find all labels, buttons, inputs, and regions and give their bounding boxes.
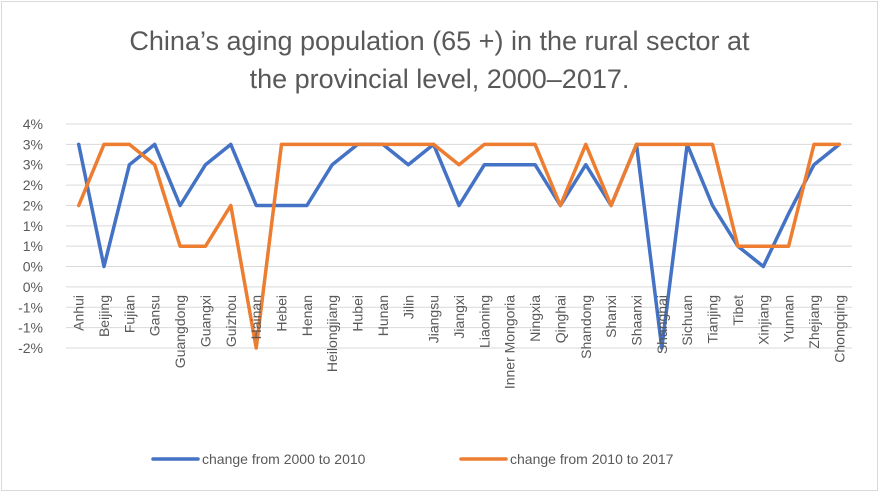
y-tick-label: 2% xyxy=(23,177,43,193)
x-tick-label: Zhejiang xyxy=(806,295,822,349)
legend-label-2: change from 2010 to 2017 xyxy=(510,451,674,467)
y-tick-label: 4% xyxy=(23,116,43,132)
x-tick-label: Fujian xyxy=(121,295,137,333)
y-tick-label: 0% xyxy=(23,259,43,275)
x-tick-label: Hebei xyxy=(274,295,290,332)
x-tick-label: Shaanxi xyxy=(628,295,644,346)
x-tick-label: Chongqing xyxy=(831,295,847,363)
x-tick-label: Hainan xyxy=(248,295,264,339)
y-tick-label: 1% xyxy=(23,238,43,254)
x-tick-label: Xinjiang xyxy=(755,295,771,345)
x-tick-label: Hunan xyxy=(375,295,391,336)
series-lines xyxy=(76,142,842,350)
y-tick-label: 2% xyxy=(23,197,43,213)
x-tick-label: Sichuan xyxy=(679,295,695,346)
x-tick-label: Ningxia xyxy=(527,295,543,342)
x-tick-label: Anhui xyxy=(71,295,87,331)
x-tick-label: Hubei xyxy=(350,295,366,332)
x-tick-label: Jiangsu xyxy=(426,295,442,343)
x-tick-label: Jilin xyxy=(400,295,416,319)
x-axis-ticks: Anhui Beijing Fujian Gansu Guangdong Guangxi G… xyxy=(71,295,848,389)
chart-title: China’s aging population (65 +) in the r… xyxy=(0,22,879,98)
x-tick-label: Beijing xyxy=(96,295,112,337)
x-tick-label: Inner Mongoria xyxy=(502,295,518,389)
x-tick-label: Yunnan xyxy=(781,295,797,343)
y-axis-ticks: 4% 3% 3% 2% 2% 1% 1% 0% 0% -1% -1% -2% xyxy=(18,116,43,356)
chart-title-line-1: China’s aging population (65 +) in the r… xyxy=(129,26,750,56)
series-line-1 xyxy=(76,142,842,350)
y-tick-label: 0% xyxy=(23,279,43,295)
x-tick-label: Gansu xyxy=(147,295,163,336)
x-tick-label: Shanxi xyxy=(603,295,619,338)
x-tick-label: Jiangxi xyxy=(451,295,467,339)
x-tick-label: Qinghai xyxy=(552,295,568,343)
x-tick-label: Guizhou xyxy=(223,295,239,347)
y-tick-label: -1% xyxy=(18,299,43,315)
legend-label-1: change from 2000 to 2010 xyxy=(202,451,366,467)
legend: change from 2000 to 2010 change from 2010… xyxy=(151,451,674,467)
y-tick-label: 3% xyxy=(23,157,43,173)
y-tick-label: -2% xyxy=(18,340,43,356)
y-tick-label: 1% xyxy=(23,218,43,234)
x-tick-label: Tianjing xyxy=(705,295,721,344)
x-tick-label: Heilongjiang xyxy=(324,295,340,372)
series-line-2 xyxy=(76,142,842,350)
chart-title-line-2: the provincial level, 2000–2017. xyxy=(249,64,630,94)
x-tick-label: Shandong xyxy=(578,295,594,359)
x-tick-label: Liaoning xyxy=(476,295,492,348)
x-tick-label: Shanghai xyxy=(654,295,670,354)
x-tick-label: Tibet xyxy=(730,295,746,326)
x-tick-label: Guangxi xyxy=(197,295,213,347)
y-tick-label: -1% xyxy=(18,320,43,336)
x-tick-label: Guangdong xyxy=(172,295,188,368)
y-tick-label: 3% xyxy=(23,136,43,152)
x-tick-label: Henan xyxy=(299,295,315,336)
